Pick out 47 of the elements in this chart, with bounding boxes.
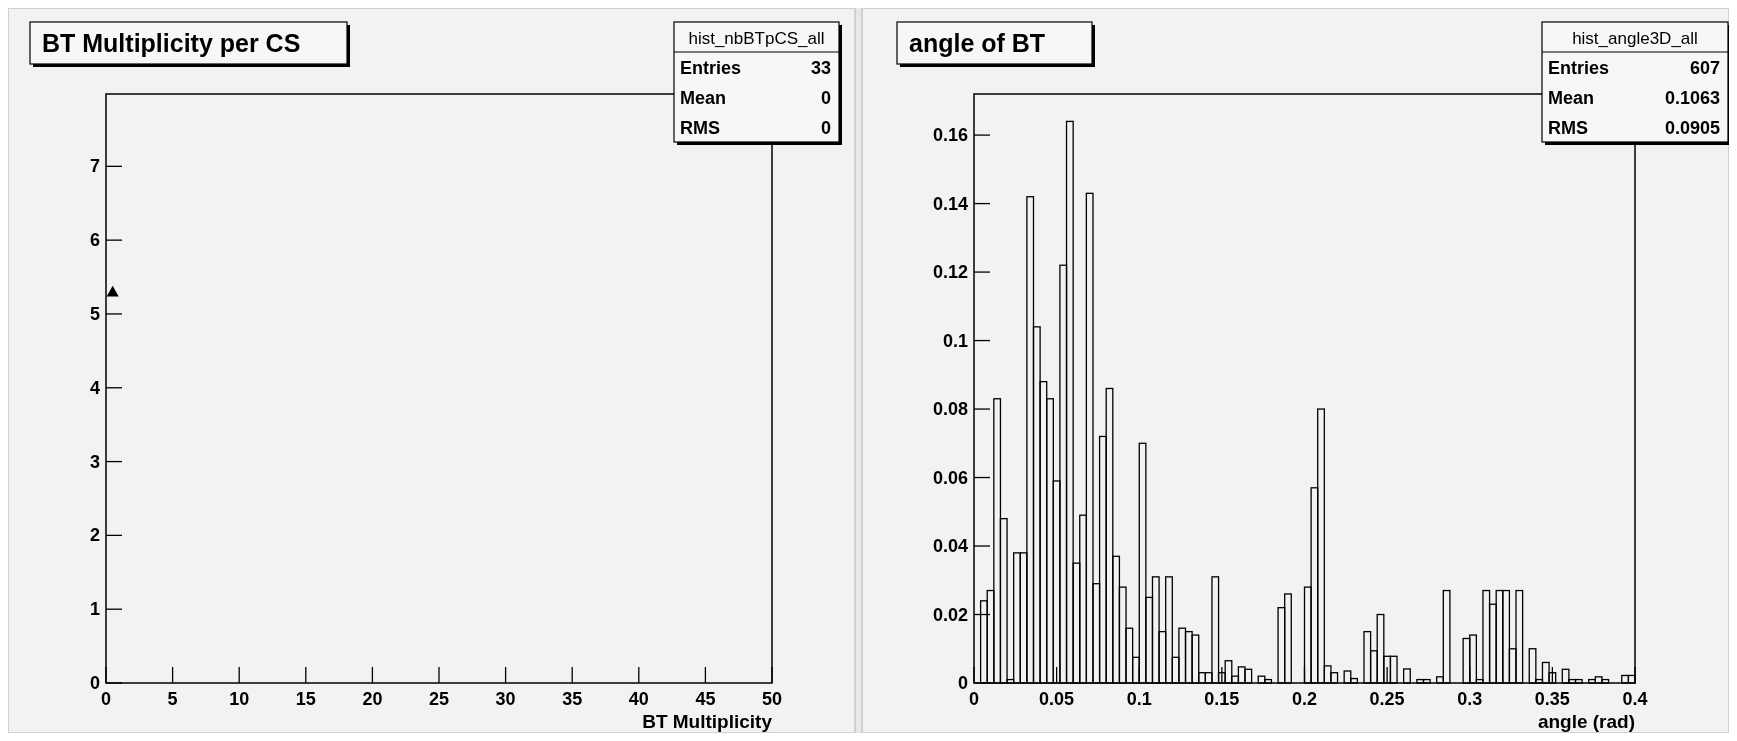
x-tick-label: 25 xyxy=(428,689,450,709)
x-tick-label: 50 xyxy=(761,689,783,709)
x-tick-label: 0.3 xyxy=(1457,689,1483,709)
text: RMS 0.0905 xyxy=(1548,118,1720,138)
text: hist_nbBTpCS_all xyxy=(688,29,825,48)
x-tick-label: 0.15 xyxy=(1204,689,1240,709)
x-axis-title: BT Multiplicity xyxy=(642,711,773,732)
y-tick-label: 6 xyxy=(89,230,100,251)
x-tick-label: 45 xyxy=(695,689,716,709)
y-tick-label: 1 xyxy=(89,599,100,620)
chart-title: BT Multiplicity per CS xyxy=(42,29,301,57)
y-tick-label: 5 xyxy=(89,303,100,324)
y-tick-label: 4 xyxy=(89,377,100,398)
text: Mean 0 xyxy=(680,88,831,108)
y-tick-label: 0 xyxy=(957,673,968,693)
y-tick-label: 2 xyxy=(89,525,100,546)
x-tick-label: 35 xyxy=(562,689,583,709)
y-tick-label: 0.04 xyxy=(932,536,968,557)
text: Entries 33 xyxy=(680,58,831,78)
x-axis-title: angle (rad) xyxy=(1537,711,1635,732)
y-tick-label: 0.1 xyxy=(942,330,968,351)
text: hist_angle3D_all xyxy=(1572,29,1698,48)
text: Entries 607 xyxy=(1548,58,1720,78)
x-tick-label: 5 xyxy=(167,689,178,709)
y-tick-label: 0.02 xyxy=(932,604,968,625)
text: RMS 0 xyxy=(680,118,831,138)
x-tick-label: 0.1 xyxy=(1126,689,1152,709)
y-tick-label: 0 xyxy=(89,673,100,693)
x-tick-label: 30 xyxy=(495,689,516,709)
text: Mean 0.1063 xyxy=(1548,88,1720,108)
y-tick-label: 0.06 xyxy=(932,467,968,488)
x-tick-label: 20 xyxy=(362,689,383,709)
x-tick-label: 0.35 xyxy=(1534,689,1570,709)
y-tick-label: 7 xyxy=(89,156,100,177)
x-tick-label: 0.05 xyxy=(1039,689,1075,709)
x-tick-label: 10 xyxy=(229,689,250,709)
x-tick-label: 0.2 xyxy=(1291,689,1318,709)
x-tick-label: 0.25 xyxy=(1369,689,1405,709)
chart-title: angle of BT xyxy=(909,29,1046,57)
y-tick-label: 0.08 xyxy=(932,399,968,420)
y-tick-label: 0.12 xyxy=(932,262,968,283)
x-tick-label: 15 xyxy=(295,689,316,709)
x-tick-label: 0.4 xyxy=(1622,689,1648,709)
y-tick-label: 0.14 xyxy=(932,193,968,214)
x-tick-label: 40 xyxy=(628,689,649,709)
y-tick-label: 0.16 xyxy=(932,125,968,146)
y-tick-label: 3 xyxy=(89,451,100,472)
